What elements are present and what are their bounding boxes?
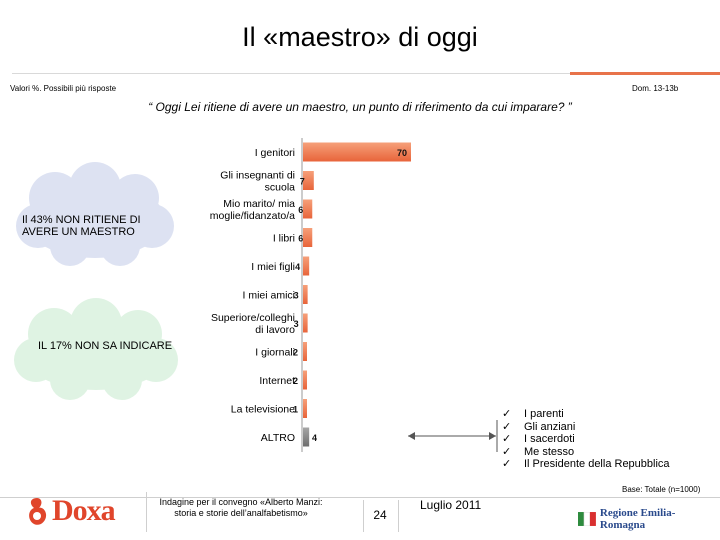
checkmark-icon: ✓ [502,407,512,420]
altro-list-item: ✓ I sacerdoti [502,432,670,446]
bar [303,370,307,390]
altro-list-item-label: I sacerdoti [524,433,575,445]
category-label: moglie/fidanzato/a [210,210,295,222]
footer-survey-title: Indagine per il convegno «Alberto Manzi:… [159,497,323,518]
category-label: Gli insegnanti di [220,170,295,182]
checkmark-icon: ✓ [502,432,512,445]
bar [303,313,308,333]
footer-separator [363,500,364,532]
slide-title: Il «maestro» di oggi [242,22,478,52]
category-label: I miei figli [251,261,295,273]
category-label: scuola [265,182,296,194]
bar-value-label: 6 [298,234,303,244]
altro-list-item: ✓ Il Presidente della Repubblica [502,457,670,471]
bar-value-label: 3 [294,291,299,301]
doxa-logo: Doxa [26,494,116,528]
bar [303,228,313,247]
category-label: Internet [259,375,295,387]
altro-list-item: ✓ Me stesso [502,444,670,459]
category-label: I libri [273,233,295,245]
bar-value-label: 6 [298,205,303,215]
doxa-logo-text: Doxa [52,494,116,527]
altro-arrowhead-left [408,432,415,440]
bar-value-label: 3 [294,319,299,329]
footer-separator [398,500,399,532]
bar-value-label: 2 [293,376,298,386]
category-label: La televisione [231,404,295,416]
regione-flag-icon [578,512,596,526]
values-note: Valori %. Possibili più risposte [10,84,117,93]
bar-value-label: 4 [295,262,300,272]
altro-list-item: ✓ Gli anziani [502,419,670,434]
checkmark-icon: ✓ [502,457,512,470]
question-reference: Dom. 13-13b [632,84,679,93]
altro-list-item-label: Gli anziani [524,420,576,433]
doxa-logo-mark-icon [29,498,47,525]
regione-logo-text: Regione Emilia-Romagna [599,507,676,531]
category-label: I genitori [255,147,295,159]
survey-question: “ Oggi Lei ritiene di avere un maestro, … [148,100,572,114]
checkmark-icon: ✓ [502,444,512,458]
altro-list-item: ✓ I parenti [502,407,670,421]
bar [303,342,307,361]
checkmark-icon: ✓ [502,419,512,433]
bar-value-label: 2 [293,348,298,358]
regione-logo: Regione Emilia-Romagna [578,507,720,531]
category-label: ALTRO [261,432,295,444]
cloud-dont-know [14,298,178,400]
footer-separator [146,492,147,532]
category-label: I giornali [255,347,295,359]
bar [303,171,314,190]
altro-list-item-label: I parenti [524,408,564,420]
bar [303,285,308,304]
page-number: 24 [373,508,387,522]
bar [303,427,310,447]
bar [303,399,307,418]
sample-base: Base: Totale (n=1000) [622,485,701,494]
altro-arrowhead-right [489,432,496,440]
callout-dont-know: IL 17% NON SA INDICARE [38,340,173,352]
title-divider-accent [570,72,720,75]
footer-divider [0,497,720,498]
bar [303,142,411,162]
bar-value-label: 1 [293,405,298,415]
category-label: Superiore/colleghi [211,312,295,324]
category-label: I miei amici [242,290,295,302]
bar [303,256,310,276]
category-label: di lavoro [255,324,295,336]
bar-value-label: 7 [300,177,305,187]
cloud-not-have-master [16,162,174,266]
callout-not-have-master: Il 43% NON RITIENE DI AVERE UN MAESTRO [22,214,141,238]
altro-list-item-label: Me stesso [524,445,575,458]
bar-value-label: 4 [312,433,317,443]
footer-date: Luglio 2011 [420,498,482,512]
altro-details-list: ✓ I parenti ✓ Gli anziani ✓ I sacerdoti ✓ Me st… [502,407,670,471]
title-divider [12,73,700,74]
bar [303,199,313,219]
category-label: Mio marito/ mia [223,198,295,210]
altro-list-item-label: Il Presidente della Repubblica [524,458,670,470]
bar-value-label: 70 [397,148,407,158]
